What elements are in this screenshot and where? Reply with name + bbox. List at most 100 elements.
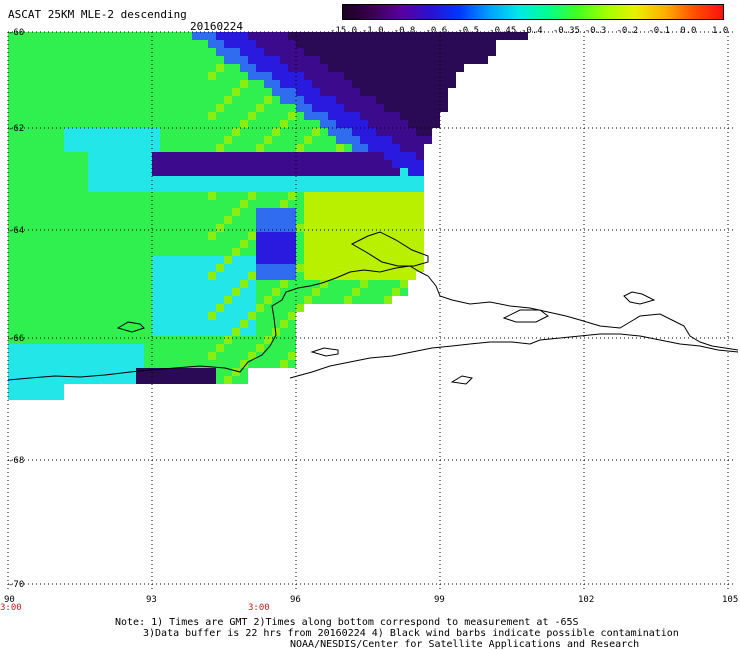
data-cell: [344, 32, 352, 40]
data-cell: [272, 40, 280, 48]
data-cell: [8, 312, 16, 320]
data-cell: [32, 336, 40, 344]
data-cell: [384, 176, 392, 184]
data-cell: [160, 184, 168, 192]
data-cell: [416, 80, 424, 88]
data-cell: [120, 144, 128, 152]
data-cell: [376, 160, 384, 168]
data-cell: [336, 128, 344, 136]
data-cell: [112, 280, 120, 288]
data-cell: [112, 256, 120, 264]
data-cell: [184, 200, 192, 208]
data-cell: [24, 80, 32, 88]
data-cell: [208, 288, 216, 296]
time-label: 3:00: [248, 603, 270, 613]
data-cell: [264, 280, 272, 288]
data-cell: [88, 312, 96, 320]
data-cell: [416, 208, 424, 216]
data-cell: [448, 80, 456, 88]
data-cell: [208, 56, 216, 64]
data-cell: [56, 352, 64, 360]
data-cell: [96, 88, 104, 96]
data-cell: [112, 232, 120, 240]
data-cell: [176, 336, 184, 344]
data-cell: [320, 40, 328, 48]
data-cell: [64, 144, 72, 152]
data-cell: [168, 240, 176, 248]
data-cell: [32, 264, 40, 272]
data-cell: [80, 136, 88, 144]
data-cell: [392, 208, 400, 216]
data-cell: [144, 368, 152, 376]
data-cell: [152, 200, 160, 208]
data-cell: [56, 88, 64, 96]
data-cell: [288, 248, 296, 256]
data-cell: [336, 120, 344, 128]
data-cell: [344, 176, 352, 184]
data-cell: [328, 256, 336, 264]
data-cell: [456, 64, 464, 72]
data-cell: [344, 40, 352, 48]
data-cell: [8, 360, 16, 368]
data-cell: [184, 128, 192, 136]
data-cell: [384, 224, 392, 232]
data-cell: [200, 312, 208, 320]
map-title: ASCAT 25KM MLE-2 descending: [8, 8, 187, 21]
data-cell: [400, 112, 408, 120]
data-cell: [344, 72, 352, 80]
data-cell: [96, 328, 104, 336]
data-cell: [136, 48, 144, 56]
data-cell: [72, 224, 80, 232]
data-cell: [128, 192, 136, 200]
data-cell: [376, 224, 384, 232]
data-cell: [88, 32, 96, 40]
data-cell: [96, 240, 104, 248]
data-cell: [152, 184, 160, 192]
data-cell: [176, 264, 184, 272]
data-cell: [64, 232, 72, 240]
data-cell: [328, 240, 336, 248]
data-cell: [24, 224, 32, 232]
data-cell: [264, 320, 272, 328]
data-cell: [296, 152, 304, 160]
data-cell: [64, 368, 72, 376]
data-cell: [24, 40, 32, 48]
data-cell: [384, 160, 392, 168]
data-cell: [280, 40, 288, 48]
data-cell: [16, 176, 24, 184]
data-cell: [64, 312, 72, 320]
data-cell: [8, 288, 16, 296]
data-cell: [328, 168, 336, 176]
data-cell: [240, 192, 248, 200]
data-cell: [408, 96, 416, 104]
data-cell: [280, 216, 288, 224]
data-cell: [200, 264, 208, 272]
data-cell: [272, 88, 280, 96]
data-cell: [176, 104, 184, 112]
data-cell: [72, 112, 80, 120]
data-cell: [264, 120, 272, 128]
data-cell: [40, 56, 48, 64]
data-cell: [160, 160, 168, 168]
data-cell: [232, 136, 240, 144]
data-cell: [360, 112, 368, 120]
data-cell: [48, 96, 56, 104]
data-cell: [296, 72, 304, 80]
data-cell: [32, 360, 40, 368]
data-cell: [88, 368, 96, 376]
data-cell: [192, 120, 200, 128]
data-cell: [216, 344, 224, 352]
data-cell: [392, 72, 400, 80]
data-cell: [72, 344, 80, 352]
data-cell: [248, 120, 256, 128]
data-cell: [56, 344, 64, 352]
data-cell: [32, 88, 40, 96]
data-cell: [112, 200, 120, 208]
data-cell: [400, 272, 408, 280]
data-cell: [24, 312, 32, 320]
data-cell: [136, 80, 144, 88]
data-cell: [384, 192, 392, 200]
data-cell: [192, 272, 200, 280]
data-cell: [440, 72, 448, 80]
data-cell: [136, 232, 144, 240]
